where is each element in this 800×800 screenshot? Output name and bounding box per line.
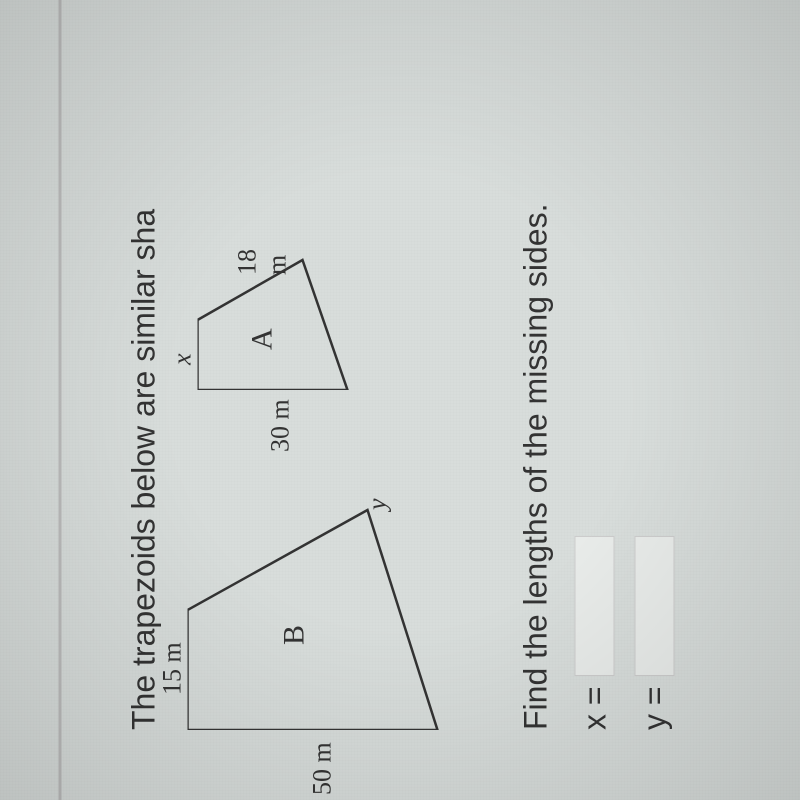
answer-y-input[interactable] bbox=[635, 536, 675, 676]
trap-b-top-label: 15 m bbox=[158, 642, 188, 695]
trap-b-right-label: y bbox=[363, 498, 393, 510]
trapezoid-a: x 30 m 18 m A bbox=[198, 240, 373, 390]
figures-container: 15 m 50 m y B x 30 m 18 m A bbox=[188, 10, 488, 730]
trap-a-top-label: x bbox=[168, 353, 198, 365]
worksheet-content: The trapezoids below are similar sha 15 … bbox=[126, 10, 675, 790]
trap-a-right-label: 18 m bbox=[233, 240, 293, 275]
trapezoid-a-polygon bbox=[198, 260, 348, 390]
trap-a-left-label: 30 m bbox=[266, 399, 296, 452]
instruction-text: Find the lengths of the missing sides. bbox=[518, 10, 555, 730]
answer-x-label: x = bbox=[576, 686, 613, 730]
answer-y-label: y = bbox=[636, 686, 673, 730]
answer-x-row: x = bbox=[575, 10, 615, 730]
trapezoid-b-shape bbox=[188, 490, 458, 730]
answer-x-input[interactable] bbox=[575, 536, 615, 676]
trap-a-center-label: A bbox=[246, 328, 280, 350]
trapezoid-b: 15 m 50 m y B bbox=[188, 490, 463, 730]
trapezoid-b-polygon bbox=[188, 510, 438, 730]
answer-y-row: y = bbox=[635, 10, 675, 730]
trap-b-center-label: B bbox=[278, 625, 312, 645]
trap-b-left-label: 50 m bbox=[308, 742, 338, 795]
horizontal-rule bbox=[59, 0, 62, 800]
problem-title: The trapezoids below are similar sha bbox=[126, 10, 163, 730]
